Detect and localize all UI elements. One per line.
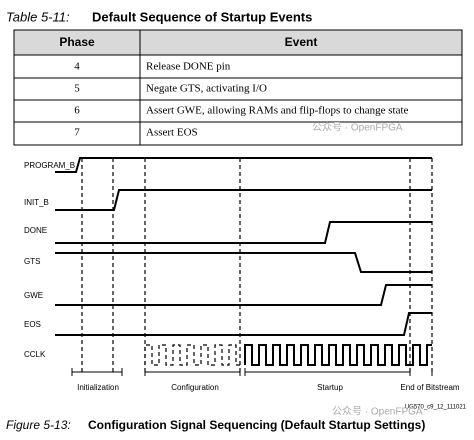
signal-label: CCLK — [24, 350, 46, 359]
cell: 4 — [74, 61, 80, 73]
phase-label: Configuration — [171, 383, 219, 392]
figure-id: UG570_c9_12_111021 — [405, 405, 467, 411]
clock — [244, 344, 432, 366]
table-label: Table 5-11: — [6, 9, 70, 24]
phase-label: Initialization — [77, 383, 119, 392]
header-row — [13, 29, 463, 56]
signal-label: EOS — [24, 320, 41, 329]
signal-label: GTS — [24, 257, 40, 266]
watermark: 公众号 · OpenFPGA — [312, 122, 403, 134]
waveform — [55, 252, 432, 273]
phase-brackets — [71, 368, 433, 376]
table: Phase Event 4 Release DONE pin 5 Negate … — [13, 29, 463, 146]
cell: 5 — [74, 83, 80, 95]
waveform — [55, 221, 432, 244]
waveform — [55, 157, 432, 173]
waveform — [55, 284, 432, 306]
waveform — [55, 312, 432, 336]
watermark: 公众号 · OpenFPGA — [332, 406, 423, 418]
signal-label: INIT_B — [24, 198, 49, 207]
cell: 7 — [74, 127, 80, 139]
signal-label: GWE — [24, 291, 43, 300]
figure-title: Configuration Signal Sequencing (Default… — [88, 418, 425, 432]
phase-dividers — [81, 158, 433, 372]
table-title: Default Sequence of Startup Events — [92, 9, 312, 24]
cell: Negate GTS, activating I/O — [146, 83, 267, 95]
cell: Assert EOS — [146, 127, 198, 139]
header-cell: Phase — [59, 35, 95, 49]
phase-label: End of Bitstream — [400, 383, 459, 392]
phase-label: Startup — [317, 383, 343, 392]
header-cell: Event — [285, 35, 318, 49]
cell: Release DONE pin — [146, 61, 231, 73]
timing-diagram: PROGRAM_B INIT_B DONE GTS GWE EOS CCLK I… — [24, 157, 467, 411]
waveform — [55, 189, 432, 211]
cell: 6 — [74, 105, 80, 117]
figure-label: Figure 5-13: — [6, 418, 71, 432]
signal-label: DONE — [24, 226, 47, 235]
signal-label: PROGRAM_B — [24, 161, 75, 170]
cell: Assert GWE, allowing RAMs and flip-flops… — [146, 105, 409, 117]
clock-dashed — [144, 344, 242, 366]
